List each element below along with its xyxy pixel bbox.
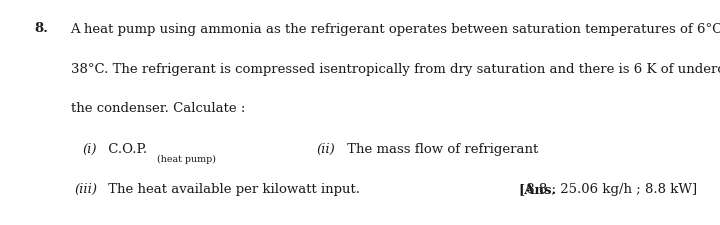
- Text: [Ans.: [Ans.: [518, 183, 557, 196]
- Text: 8.: 8.: [35, 22, 48, 36]
- Text: 8.8 ; 25.06 kg/h ; 8.8 kW]: 8.8 ; 25.06 kg/h ; 8.8 kW]: [522, 183, 697, 196]
- Text: (ii): (ii): [317, 143, 336, 156]
- Text: (i): (i): [83, 143, 97, 156]
- Text: the condenser. Calculate :: the condenser. Calculate :: [71, 102, 245, 115]
- Text: (iii): (iii): [74, 183, 97, 196]
- Text: C.O.P.: C.O.P.: [104, 143, 148, 156]
- Text: 38°C. The refrigerant is compressed isentropically from dry saturation and there: 38°C. The refrigerant is compressed isen…: [71, 63, 720, 76]
- Text: The heat available per kilowatt input.: The heat available per kilowatt input.: [104, 183, 361, 196]
- Text: (heat pump): (heat pump): [157, 155, 216, 164]
- Text: A heat pump using ammonia as the refrigerant operates between saturation tempera: A heat pump using ammonia as the refrige…: [71, 22, 720, 36]
- Text: The mass flow of refrigerant: The mass flow of refrigerant: [343, 143, 538, 156]
